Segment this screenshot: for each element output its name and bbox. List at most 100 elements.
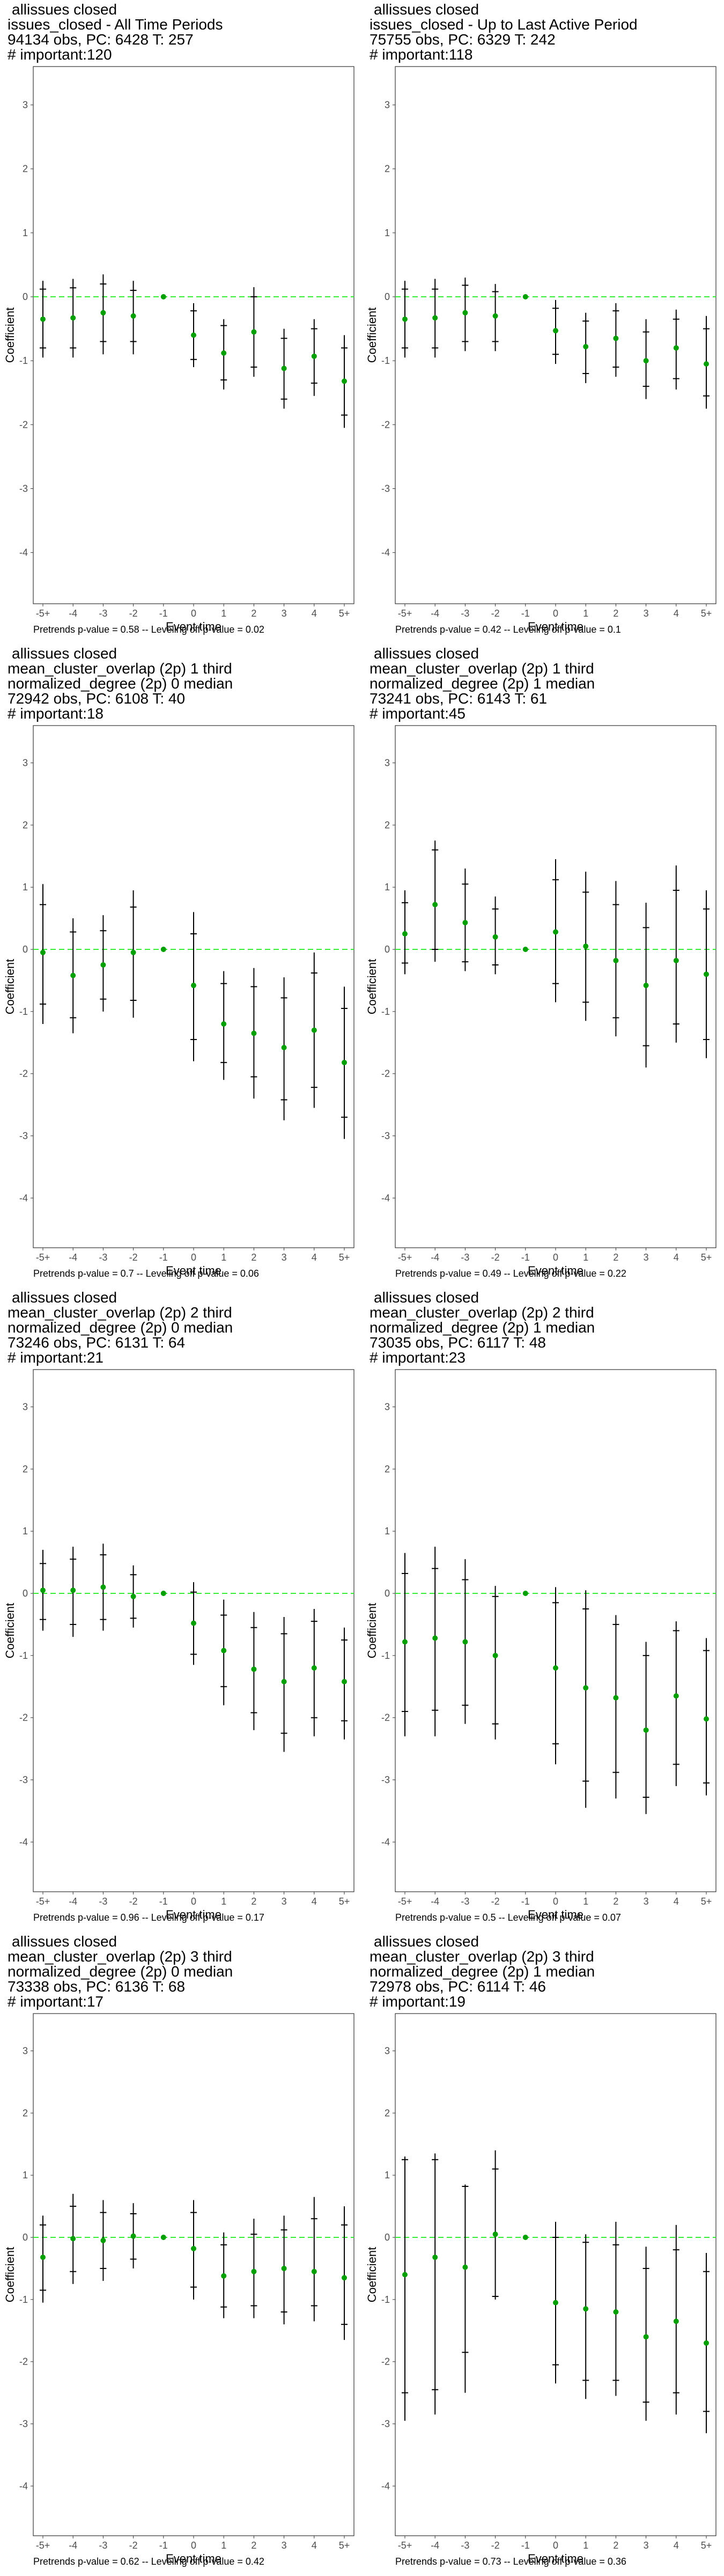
x-tick-label: 2 [251,1252,256,1263]
chart-title-line: mean_cluster_overlap (2p) 3 third [8,1948,232,1965]
coefficient-point [673,345,679,351]
chart-title-line: # important:120 [8,46,112,63]
coefficient-point [160,294,166,299]
coefficient-point [342,1059,347,1065]
x-tick-label: 1 [583,1896,588,1907]
x-tick-label: 4 [312,1252,317,1263]
y-tick-label: 2 [385,1463,390,1474]
coefficient-point [553,929,558,935]
y-tick-label: 3 [385,758,390,769]
chart-title-line: # important:23 [370,1349,466,1366]
y-tick-label: 3 [23,1402,28,1413]
x-tick-label: -3 [99,1252,107,1263]
coefficient-point [673,2318,679,2324]
x-tick-label: -5+ [398,608,412,619]
y-axis-label: Coefficient [365,2247,379,2303]
coefficient-point [311,1027,317,1033]
chart-panel: allissues closed mean_cluster_overlap (2p… [0,644,362,1288]
coefficient-point [281,1679,287,1685]
chart-panel: allissues closed mean_cluster_overlap (2p… [362,1288,724,1932]
chart-title-line: allissues closed [374,645,479,662]
coefficient-point [704,361,709,367]
coefficient-point [462,920,468,926]
x-tick-label: -2 [129,1252,138,1263]
coefficient-point [160,1591,166,1596]
y-tick-label: 1 [23,882,28,892]
x-tick-label: 3 [282,1896,287,1907]
y-tick-label: -2 [19,1713,28,1723]
y-tick-label: 0 [385,291,390,302]
coefficient-point [130,313,136,319]
coefficient-point [100,310,106,316]
x-tick-label: 0 [553,1896,558,1907]
coefficient-point [492,2231,498,2237]
coefficient-point [40,316,46,322]
coefficient-point [311,1665,317,1671]
x-tick-label: -2 [491,2540,500,2551]
x-axis-label: Event time [166,1264,221,1277]
y-tick-label: -1 [19,355,28,366]
y-tick-label: 1 [23,1526,28,1536]
y-tick-label: 2 [23,2107,28,2118]
x-tick-label: -3 [461,2540,469,2551]
y-tick-label: -3 [381,484,390,494]
chart-svg: -4 -3 -2 -1 0 1 2 3 -5+ -4 -3 -2 -1 0 1 2 3 4 5+ Coefficien… [365,1369,716,1921]
y-tick-label: -1 [381,1650,390,1661]
y-axis-label: Coefficient [3,1603,17,1659]
y-tick-label: -1 [19,2294,28,2305]
chart-title-line: 73338 obs, PC: 6136 T: 68 [8,1978,186,1995]
y-tick-label: 2 [23,164,28,174]
chart-title-line: normalized_degree (2p) 0 median [8,675,233,692]
x-tick-label: 1 [221,1252,226,1263]
x-tick-label: -2 [491,1252,500,1263]
x-tick-label: 2 [613,1896,618,1907]
chart-title-line: mean_cluster_overlap (2p) 1 third [370,660,594,677]
chart-title-line: # important:45 [370,705,466,722]
coefficient-point [643,983,649,989]
x-axis-label: Event time [528,1264,583,1277]
x-tick-label: 2 [251,608,256,619]
chart-title-line: allissues closed [12,645,117,662]
x-tick-label: 3 [282,608,287,619]
x-tick-label: 5+ [339,608,350,619]
chart-title-line: # important:19 [370,1993,466,2010]
x-tick-label: 0 [191,1252,196,1263]
y-tick-label: -2 [381,1069,390,1079]
x-tick-label: 5+ [339,1896,350,1907]
chart-title-line: normalized_degree (2p) 1 median [370,1963,595,1980]
coefficient-point [462,310,468,316]
x-tick-label: -1 [521,2540,530,2551]
chart-title-line: normalized_degree (2p) 0 median [8,1963,233,1980]
chart-title: allissues closed issues_closed - Up to La… [370,2,638,62]
x-tick-label: 3 [282,1252,287,1263]
y-tick-label: 0 [23,2232,28,2243]
y-tick-label: -4 [381,547,390,558]
x-tick-label: 4 [312,2540,317,2551]
y-tick-label: -3 [19,1131,28,1141]
x-tick-label: -5+ [36,608,50,619]
chart-title-line: allissues closed [12,1289,117,1306]
coefficient-point [613,957,619,963]
chart-title-line: # important:21 [8,1349,104,1366]
y-tick-label: -1 [19,1006,28,1017]
coefficient-point [402,316,408,322]
y-tick-label: 0 [23,944,28,955]
y-tick-label: -4 [381,1836,390,1847]
y-axis-label: Coefficient [365,1603,379,1659]
y-tick-label: 0 [385,2232,390,2243]
x-axis-label: Event time [528,2552,583,2565]
y-tick-label: -4 [381,2480,390,2491]
y-tick-label: 2 [23,819,28,830]
chart-svg: -4 -3 -2 -1 0 1 2 3 -5+ -4 -3 -2 -1 0 1 2 3 4 5+ Coefficien… [3,2013,354,2565]
x-tick-label: -5+ [36,1252,50,1263]
coefficient-point [492,313,498,319]
y-axis-label: Coefficient [365,959,379,1015]
x-tick-label: -4 [431,2540,439,2551]
x-tick-label: -4 [69,2540,77,2551]
x-tick-label: -2 [129,1896,138,1907]
x-tick-label: 1 [583,608,588,619]
y-tick-label: -4 [381,1192,390,1203]
y-tick-label: -3 [19,2419,28,2429]
coefficient-point [432,315,438,321]
